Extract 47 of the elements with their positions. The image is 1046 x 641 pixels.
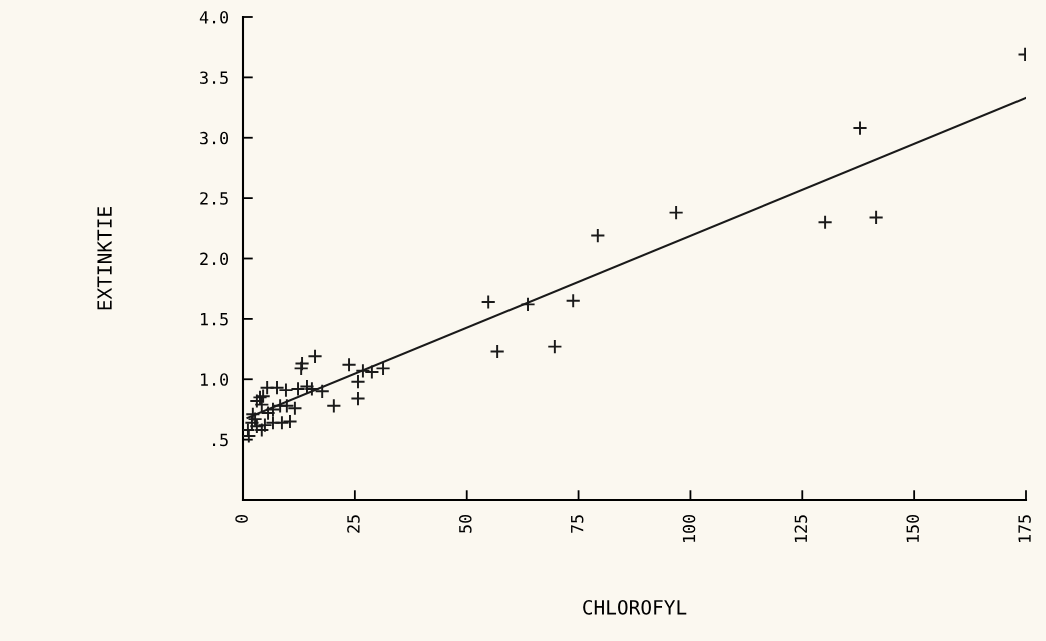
point bbox=[520, 296, 536, 312]
point bbox=[299, 378, 315, 395]
point bbox=[668, 205, 684, 221]
y-tick-label: 3.5 bbox=[200, 71, 228, 84]
x-axis-title: CHLOROFYL bbox=[583, 599, 687, 615]
point bbox=[282, 413, 298, 430]
x-tick-label: 0 bbox=[235, 514, 248, 523]
y-tick-label: 1.0 bbox=[201, 373, 229, 386]
point bbox=[565, 293, 581, 309]
point bbox=[868, 209, 884, 225]
y-tick-label: 2.5 bbox=[200, 192, 228, 205]
x-tick-label: 50 bbox=[458, 514, 472, 533]
point bbox=[279, 398, 295, 414]
x-tick-label: 75 bbox=[571, 515, 584, 533]
x-tick-label: 150 bbox=[906, 514, 920, 542]
point bbox=[304, 381, 320, 397]
point bbox=[590, 228, 606, 244]
x-tick-label: 25 bbox=[347, 515, 360, 533]
point bbox=[817, 214, 833, 230]
y-axis-title: EXTINKTIE bbox=[97, 207, 112, 310]
point bbox=[278, 382, 294, 398]
y-tick-label: 4.0 bbox=[199, 11, 229, 24]
point bbox=[265, 415, 281, 431]
point bbox=[350, 374, 366, 390]
y-tick-label: .5 bbox=[213, 433, 228, 447]
x-tick-label: 100 bbox=[682, 514, 696, 542]
point bbox=[290, 381, 306, 397]
point bbox=[852, 120, 868, 136]
point bbox=[480, 294, 496, 310]
point bbox=[350, 391, 366, 407]
y-tick-label: 1.5 bbox=[201, 313, 228, 326]
point bbox=[341, 357, 357, 373]
point bbox=[489, 343, 505, 360]
point bbox=[364, 364, 380, 380]
point bbox=[314, 383, 330, 399]
point bbox=[287, 400, 303, 416]
point bbox=[355, 363, 371, 379]
x-tick-label: 175 bbox=[1018, 515, 1031, 542]
point bbox=[375, 360, 391, 376]
point bbox=[293, 360, 309, 376]
point bbox=[307, 348, 323, 364]
point bbox=[294, 355, 310, 372]
point bbox=[547, 339, 563, 355]
y-tick-label: 2.0 bbox=[200, 252, 229, 266]
x-tick-label: 125 bbox=[794, 515, 808, 542]
y-tick-label: 3.0 bbox=[200, 131, 229, 145]
point bbox=[326, 398, 342, 414]
